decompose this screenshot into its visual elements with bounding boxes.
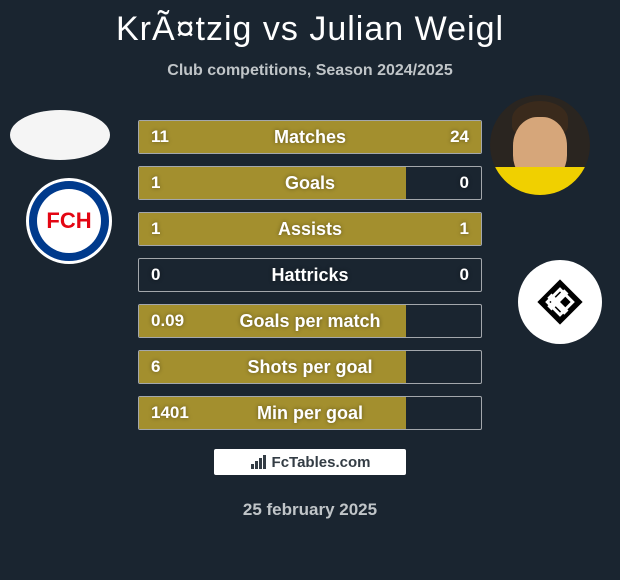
stats-bars: Matches1124Goals10Assists11Hattricks00Go… [138,120,482,442]
page-title: KrÃ¤tzig vs Julian Weigl [0,10,620,49]
stat-label: Goals [139,167,481,199]
stat-label: Hattricks [139,259,481,291]
stat-label: Goals per match [139,305,481,337]
stat-value-right: 1 [460,213,469,245]
stat-value-left: 1401 [151,397,189,429]
date-text: 25 february 2025 [0,500,620,520]
stat-value-left: 0 [151,259,160,291]
stat-row: Hattricks0 0 [138,258,482,292]
stat-value-right: 0 [460,259,469,291]
stat-value-left: 1 [151,213,160,245]
stat-row: Shots per goal6 [138,350,482,384]
stat-row: Matches11 24 [138,120,482,154]
stat-label: Shots per goal [139,351,481,383]
right-player-avatar [490,95,590,195]
stat-value-left: 0.09 [151,305,184,337]
avatar-shirt [490,167,590,195]
stat-label: Min per goal [139,397,481,429]
stat-value-left: 11 [151,121,169,153]
stat-label: Matches [139,121,481,153]
stat-label: Assists [139,213,481,245]
watermark-text: FcTables.com [272,454,371,471]
diamond-icon [529,271,591,333]
stat-value-left: 6 [151,351,160,383]
stat-row: Min per goal1401 [138,396,482,430]
stat-row: Goals1 0 [138,166,482,200]
stat-row: Goals per match0.09 [138,304,482,338]
stat-value-right: 24 [450,121,469,153]
subtitle: Club competitions, Season 2024/2025 [0,62,620,80]
left-club-text: FCH [37,189,101,253]
stat-value-left: 1 [151,167,160,199]
watermark: FcTables.com [214,449,406,475]
right-club-badge [518,260,602,344]
stat-value-right: 0 [460,167,469,199]
stat-row: Assists1 1 [138,212,482,246]
left-player-avatar [10,110,110,160]
left-club-badge: FCH [26,178,112,264]
chart-icon [250,455,268,470]
